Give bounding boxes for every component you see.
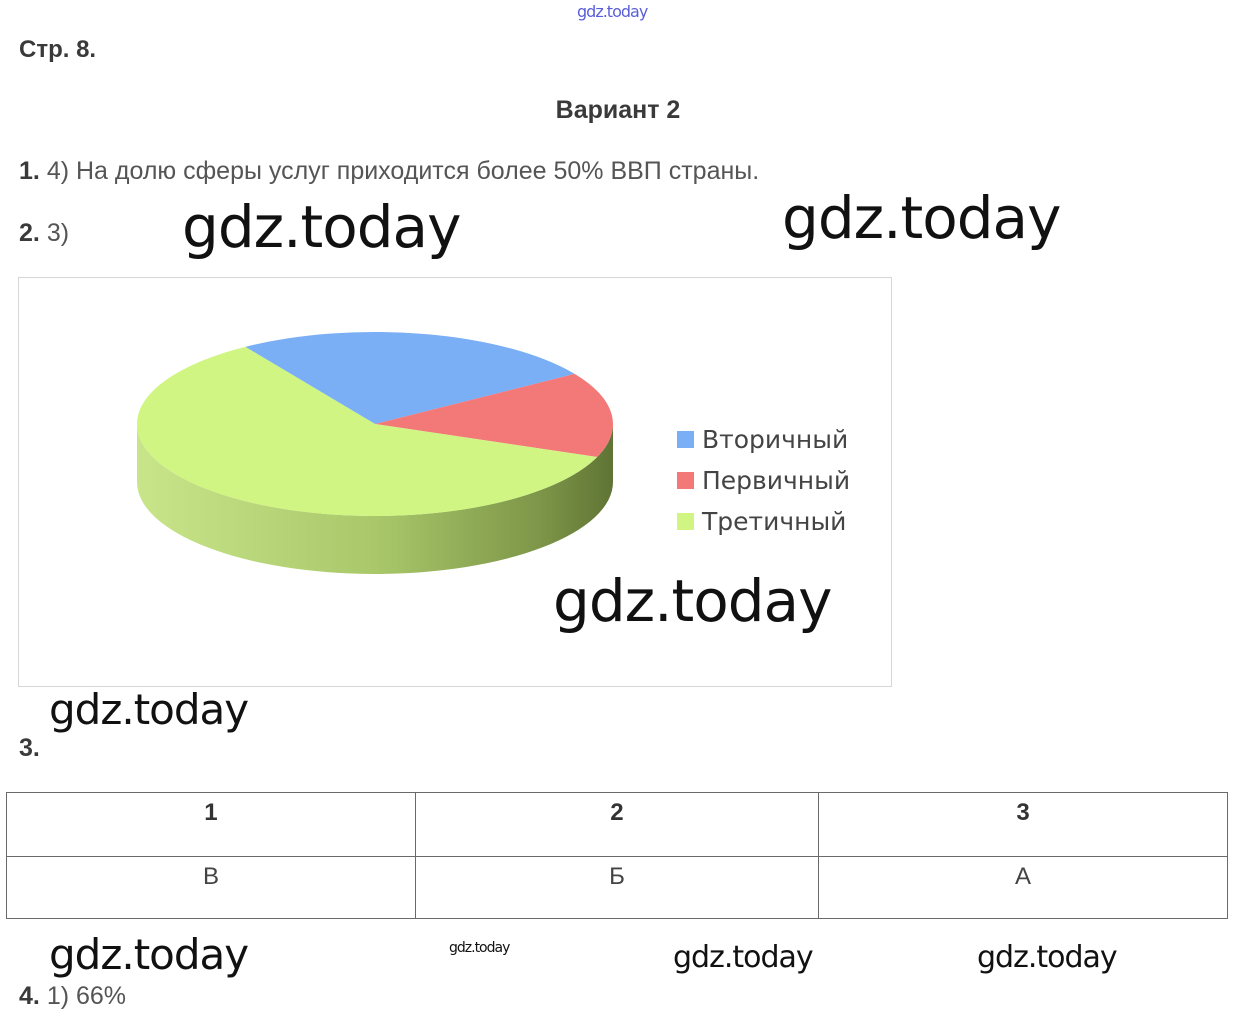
- table-header-row: 1 2 3: [6, 792, 1228, 857]
- table-header-cell: 3: [818, 792, 1228, 857]
- legend-label: Вторичный: [702, 425, 848, 454]
- table-cell: А: [818, 856, 1228, 919]
- question-4-number: 4.: [19, 982, 40, 1010]
- table-header-cell: 1: [6, 792, 416, 857]
- question-2-answer: 3): [46, 219, 70, 247]
- watermark: gdz.today: [449, 940, 510, 956]
- question-4-answer: 1) 66%: [46, 982, 127, 1010]
- question-1: 1. 4) На долю сферы услуг приходится бол…: [19, 157, 759, 186]
- legend-swatch: [677, 472, 694, 489]
- question-2: 2. 3): [19, 219, 69, 248]
- legend-swatch: [677, 513, 694, 530]
- question-2-number: 2.: [19, 219, 40, 247]
- watermark: gdz.today: [49, 930, 249, 979]
- answer-table: 1 2 3 В Б А: [6, 792, 1228, 919]
- table-header-cell: 2: [414, 792, 820, 857]
- watermark: gdz.today: [49, 685, 249, 734]
- legend-swatch: [677, 431, 694, 448]
- question-1-number: 1.: [19, 157, 40, 185]
- pie-slice-Первичный: [375, 373, 613, 457]
- legend-label: Третичный: [701, 507, 846, 536]
- pie-side-wall: [137, 424, 613, 574]
- question-4: 4. 1) 66%: [19, 982, 126, 1011]
- watermark: gdz.today: [182, 193, 461, 261]
- pie-chart: Вторичный Первичный Третичный: [136, 332, 850, 574]
- question-3-number: 3.: [19, 734, 40, 762]
- pie-slice-Третичный: [136, 346, 598, 516]
- question-3: 3.: [19, 734, 40, 763]
- watermark: gdz.today: [977, 940, 1118, 975]
- table-row: В Б А: [6, 856, 1228, 919]
- variant-title: Вариант 2: [555, 96, 681, 124]
- table-cell: Б: [414, 856, 820, 919]
- page-reference: Стр. 8.: [19, 36, 97, 63]
- watermark: gdz.today: [673, 940, 814, 975]
- watermark-top: gdz.today: [577, 2, 648, 21]
- watermark: gdz.today: [553, 567, 832, 635]
- legend-label: Первичный: [702, 466, 850, 495]
- table-cell: В: [6, 856, 416, 919]
- pie-chart-container: Вторичный Первичный Третичный: [18, 277, 892, 687]
- question-1-answer: 4) На долю сферы услуг приходится более …: [46, 157, 760, 185]
- pie-slice-Вторичный: [245, 332, 575, 424]
- watermark: gdz.today: [782, 184, 1061, 252]
